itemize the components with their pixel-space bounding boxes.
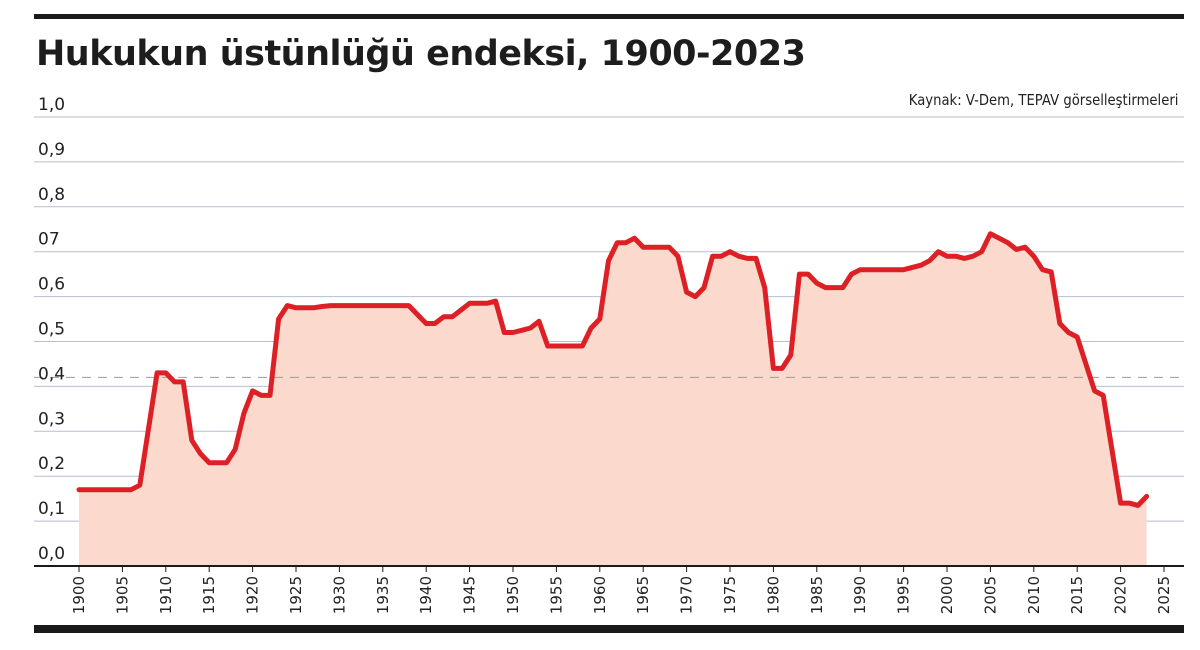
y-tick-label: 07 xyxy=(38,230,60,250)
x-axis-labels: 1900 1905 1910 1915 1920 1925 1930 1935 1940 1945… xyxy=(70,576,1173,614)
y-tick-label: 0,2 xyxy=(38,454,65,474)
y-tick-label: 0,4 xyxy=(38,364,65,384)
top-rule xyxy=(34,14,1184,19)
series-polyline xyxy=(76,231,1150,508)
area-polygon xyxy=(79,233,1147,566)
x-tick-label: 1945 xyxy=(461,576,479,614)
y-tick-label: 0,1 xyxy=(38,499,65,519)
x-tick-label: 1955 xyxy=(547,576,565,614)
x-tick-label: 1980 xyxy=(764,576,782,614)
source-note: Kaynak: V-Dem, TEPAV görselleştirmeleri xyxy=(908,91,1178,109)
x-tick-label: 1930 xyxy=(330,576,348,614)
x-axis xyxy=(34,565,1184,572)
x-tick-label: 1990 xyxy=(851,576,869,614)
y-tick-label: 0,9 xyxy=(38,140,65,160)
series-line xyxy=(76,231,1150,508)
x-tick-label: 1985 xyxy=(808,576,826,614)
y-axis-labels: 0,0 0,1 0,2 0,3 0,4 0,5 0,6 07 0,8 0,9 1,0 xyxy=(38,95,65,564)
x-tick-label: 1995 xyxy=(895,576,913,614)
y-tick-label: 0,8 xyxy=(38,185,65,205)
area-fill xyxy=(79,233,1147,566)
y-tick-label: 0,0 xyxy=(38,544,65,564)
x-tick-label: 1950 xyxy=(504,576,522,614)
x-tick-label: 1900 xyxy=(70,576,88,614)
x-tick-label: 2020 xyxy=(1112,576,1130,614)
x-tick-label: 2015 xyxy=(1068,576,1086,614)
x-tick-label: 2000 xyxy=(938,576,956,614)
x-tick-label: 1905 xyxy=(113,576,131,614)
chart-title: Hukukun üstünlüğü endeksi, 1900-2023 xyxy=(36,34,806,74)
x-tick-label: 1960 xyxy=(591,576,609,614)
x-tick-label: 1910 xyxy=(157,576,175,614)
x-tick-label: 1940 xyxy=(417,576,435,614)
x-tick-label: 1970 xyxy=(678,576,696,614)
y-tick-label: 0,6 xyxy=(38,275,65,295)
y-tick-label: 1,0 xyxy=(38,95,65,115)
y-tick-label: 0,3 xyxy=(38,409,65,429)
x-tick-label: 1965 xyxy=(634,576,652,614)
x-tick-label: 2005 xyxy=(981,576,999,614)
x-tick-label: 1935 xyxy=(374,576,392,614)
x-tick-label: 2010 xyxy=(1025,576,1043,614)
x-tick-label: 1925 xyxy=(287,576,305,614)
x-tick-label: 2025 xyxy=(1155,576,1173,614)
bottom-rule xyxy=(34,625,1184,633)
x-tick-label: 1975 xyxy=(721,576,739,614)
x-tick-label: 1920 xyxy=(244,576,262,614)
x-tick-label: 1915 xyxy=(200,576,218,614)
y-tick-label: 0,5 xyxy=(38,320,65,340)
